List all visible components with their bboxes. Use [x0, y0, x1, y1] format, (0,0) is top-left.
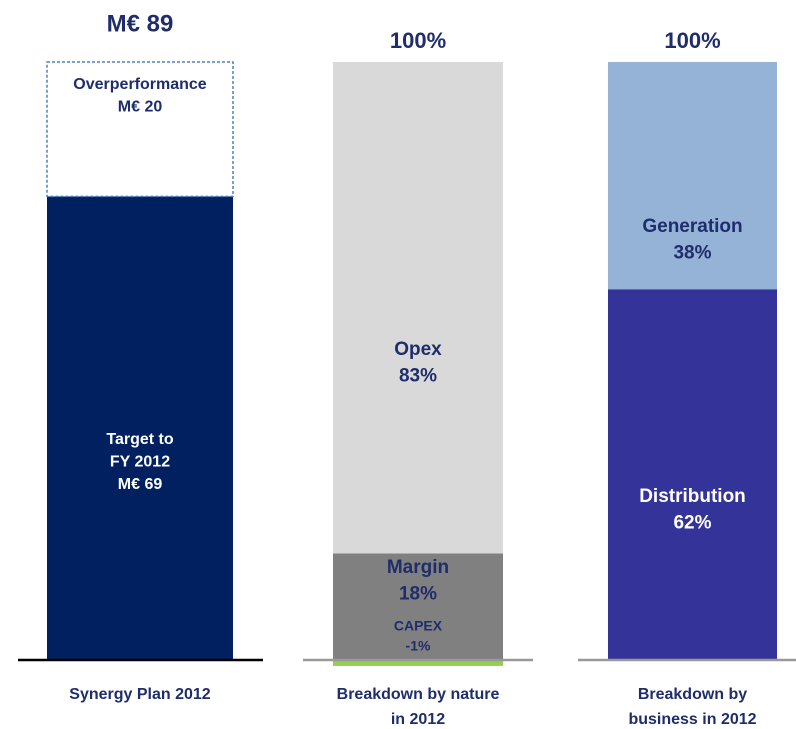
- value-label: 18%: [399, 584, 437, 605]
- segment-label: FY 2012: [110, 454, 170, 471]
- bar-segment: [333, 660, 503, 666]
- category-label: business in 2012: [628, 711, 756, 728]
- value-label: 83%: [399, 366, 437, 387]
- category-label: Breakdown by nature: [337, 686, 500, 703]
- bar-segment: [333, 62, 503, 554]
- total-label: 100%: [390, 28, 446, 53]
- value-label: M€ 20: [118, 99, 163, 116]
- bar-segment: [46, 61, 234, 198]
- bar-segment: [333, 553, 503, 660]
- segment-label: Distribution: [639, 486, 746, 507]
- value-label: M€ 69: [118, 476, 163, 493]
- value-label: 38%: [673, 243, 711, 264]
- segment-label: Margin: [387, 557, 449, 578]
- category-label: in 2012: [391, 711, 445, 728]
- category-label: Breakdown by: [638, 686, 747, 703]
- segment-label: Generation: [642, 216, 742, 237]
- value-label: 62%: [673, 513, 711, 534]
- segment-label: Overperformance: [73, 76, 206, 93]
- total-label: M€ 89: [107, 10, 174, 37]
- bar-segment: [47, 196, 233, 660]
- bar-segment: [608, 289, 777, 660]
- segment-label: CAPEX: [394, 618, 443, 634]
- category-label: Synergy Plan 2012: [69, 686, 211, 703]
- segment-label: Target to: [106, 431, 173, 448]
- value-label: -1%: [406, 637, 431, 653]
- segment-label: Opex: [394, 339, 442, 360]
- total-label: 100%: [664, 28, 720, 53]
- bar-segment: [608, 62, 777, 290]
